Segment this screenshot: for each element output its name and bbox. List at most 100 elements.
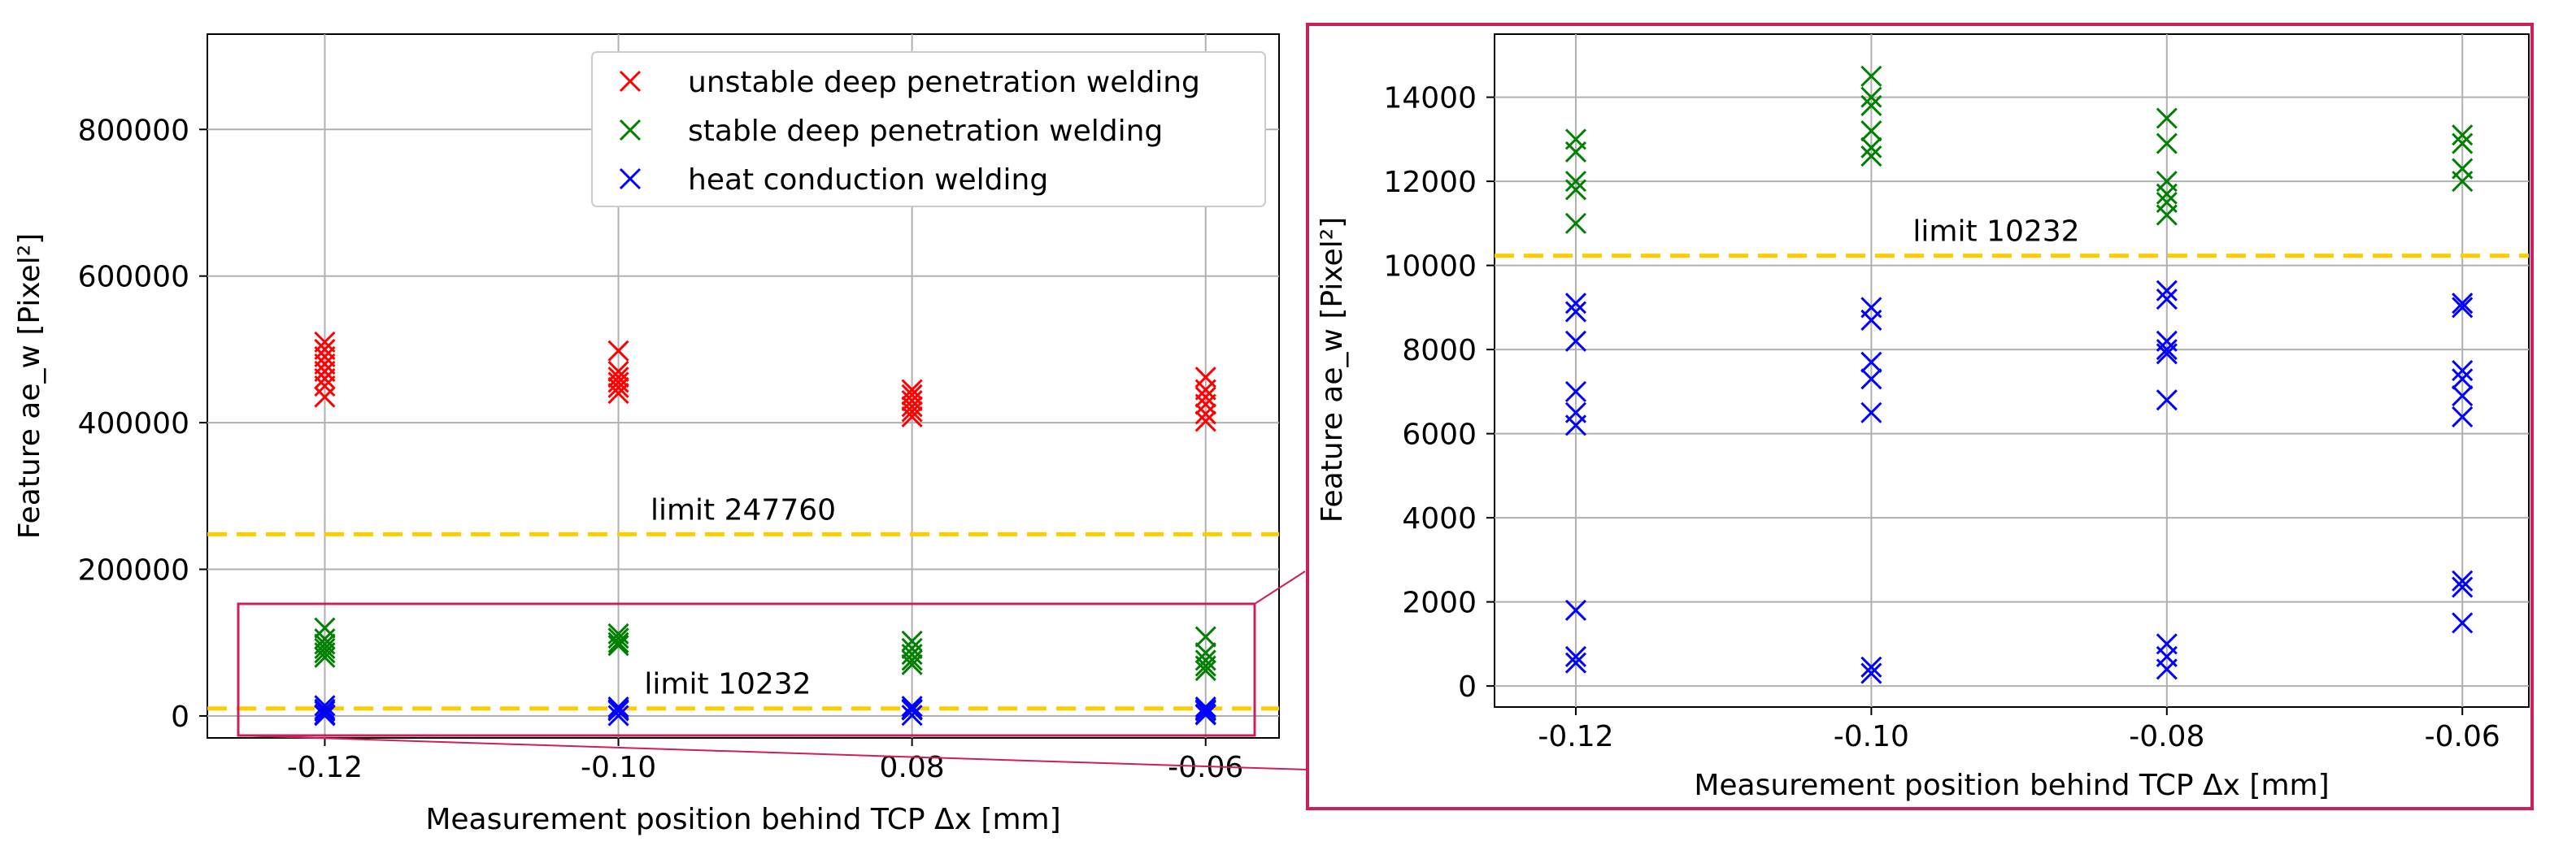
y-tick-label: 8000 <box>1402 334 1477 367</box>
data-point-heat <box>2156 339 2178 361</box>
zoom-limits: limit 10232 <box>1495 215 2529 258</box>
y-tick-label: 800000 <box>78 114 189 147</box>
data-point-stable <box>1194 626 1216 648</box>
zoom-y-axis-title: Feature ae_w [Pixel²] <box>1316 217 1349 523</box>
data-point-unstable <box>901 406 923 427</box>
data-point-stable <box>1860 65 1882 87</box>
data-point-stable <box>2156 107 2178 129</box>
data-point-unstable <box>607 367 629 388</box>
data-point-heat <box>901 699 923 721</box>
data-point-heat <box>607 705 629 727</box>
overview-limits: limit 247760 limit 10232 <box>207 493 1279 711</box>
data-point-heat <box>1860 351 1882 373</box>
data-point-stable <box>2452 171 2474 193</box>
data-point-heat <box>2156 288 2178 310</box>
data-point-stable <box>1564 171 1587 193</box>
data-point-stable <box>607 627 629 649</box>
data-point-heat <box>2452 384 2474 407</box>
data-point-heat <box>1564 380 1587 402</box>
legend-box <box>591 51 1266 207</box>
data-point-heat <box>2452 576 2474 598</box>
zoom-x-axis-title: Measurement position behind TCP Δx [mm] <box>1694 769 2329 802</box>
data-point-stable <box>314 617 336 639</box>
y-tick-label: 10000 <box>1383 250 1477 284</box>
data-point-heat <box>901 696 923 718</box>
data-point-stable <box>1564 179 1587 201</box>
data-point-unstable <box>901 389 923 412</box>
y-tick-label: 400000 <box>78 407 189 440</box>
data-point-heat <box>314 705 336 727</box>
legend-marker-stable <box>619 119 642 141</box>
data-point-stable <box>1194 655 1216 677</box>
data-point-unstable <box>607 360 629 383</box>
data-point-unstable <box>1194 403 1216 425</box>
data-point-unstable <box>901 396 923 418</box>
data-point-heat <box>1194 696 1216 718</box>
data-point-heat <box>1564 599 1587 622</box>
y-tick-label: 2000 <box>1402 587 1477 620</box>
limit-label: limit 247760 <box>651 493 836 527</box>
data-point-stable <box>901 653 923 675</box>
zoom-connector-top <box>1254 571 1306 605</box>
data-point-stable <box>2156 132 2178 154</box>
x-tick-label: -0.10 <box>1834 720 1909 753</box>
data-point-unstable <box>607 382 629 405</box>
zoom-grid <box>1495 34 2529 707</box>
data-point-heat <box>1860 401 1882 423</box>
legend-marker-unstable <box>619 70 642 93</box>
data-point-stable <box>1564 212 1587 234</box>
data-point-stable <box>1860 86 1882 108</box>
data-point-stable <box>1860 137 1882 158</box>
data-point-heat <box>1564 293 1587 315</box>
data-point-heat <box>901 705 923 727</box>
data-point-heat <box>2452 359 2474 382</box>
data-point-stable <box>607 635 629 657</box>
data-point-stable <box>901 649 923 671</box>
y-tick-label: 200000 <box>78 554 189 588</box>
overview-y-axis-title: Feature ae_w [Pixel²] <box>13 233 46 539</box>
data-point-heat <box>1860 368 1882 390</box>
data-point-heat <box>1194 704 1216 726</box>
data-point-unstable <box>1194 393 1216 415</box>
overview-x-axis-title: Measurement position behind TCP Δx [mm] <box>425 803 1060 836</box>
y-tick-label: 600000 <box>78 261 189 294</box>
data-point-unstable <box>607 340 629 362</box>
data-point-heat <box>1564 414 1587 436</box>
zoom-ticks: -0.12 -0.10 -0.08 -0.06 0 2000 4000 6000 8000 100… <box>1383 82 2500 753</box>
data-point-heat <box>1564 652 1587 674</box>
data-point-heat <box>1860 662 1882 684</box>
limit-label: limit 10232 <box>1912 215 2079 249</box>
data-point-heat <box>2452 297 2474 319</box>
data-point-stable <box>1564 141 1587 163</box>
data-point-unstable <box>314 375 336 397</box>
zoom-plot-frame <box>1494 33 2530 708</box>
y-tick-label: 12000 <box>1383 166 1477 199</box>
data-point-heat <box>1564 645 1587 667</box>
data-point-heat <box>314 695 336 717</box>
data-point-heat <box>2452 368 2474 390</box>
data-point-heat <box>1860 656 1882 678</box>
y-tick-label: 0 <box>171 701 189 734</box>
data-point-stable <box>2452 124 2474 146</box>
data-point-heat <box>2452 406 2474 427</box>
data-point-heat <box>607 700 629 722</box>
data-point-heat <box>2452 570 2474 592</box>
overview-ticks: -0.12 -0.10 0.08 -0.06020000040000060000080… <box>78 114 1244 784</box>
limit-label: limit 10232 <box>644 668 811 701</box>
data-point-heat <box>2156 658 2178 680</box>
data-point-stable <box>2452 132 2474 154</box>
data-point-heat <box>314 698 336 720</box>
x-tick-label: -0.10 <box>581 751 656 784</box>
data-point-heat <box>2156 343 2178 365</box>
data-point-stable <box>1194 659 1216 682</box>
data-point-stable <box>607 631 629 653</box>
data-point-heat <box>2452 612 2474 634</box>
y-tick-label: 4000 <box>1402 502 1477 536</box>
data-point-stable <box>901 644 923 666</box>
data-point-stable <box>314 642 336 664</box>
legend-label-unstable: unstable deep penetration welding <box>688 66 1200 99</box>
y-tick-label: 0 <box>1458 670 1477 704</box>
data-point-unstable <box>901 379 923 401</box>
